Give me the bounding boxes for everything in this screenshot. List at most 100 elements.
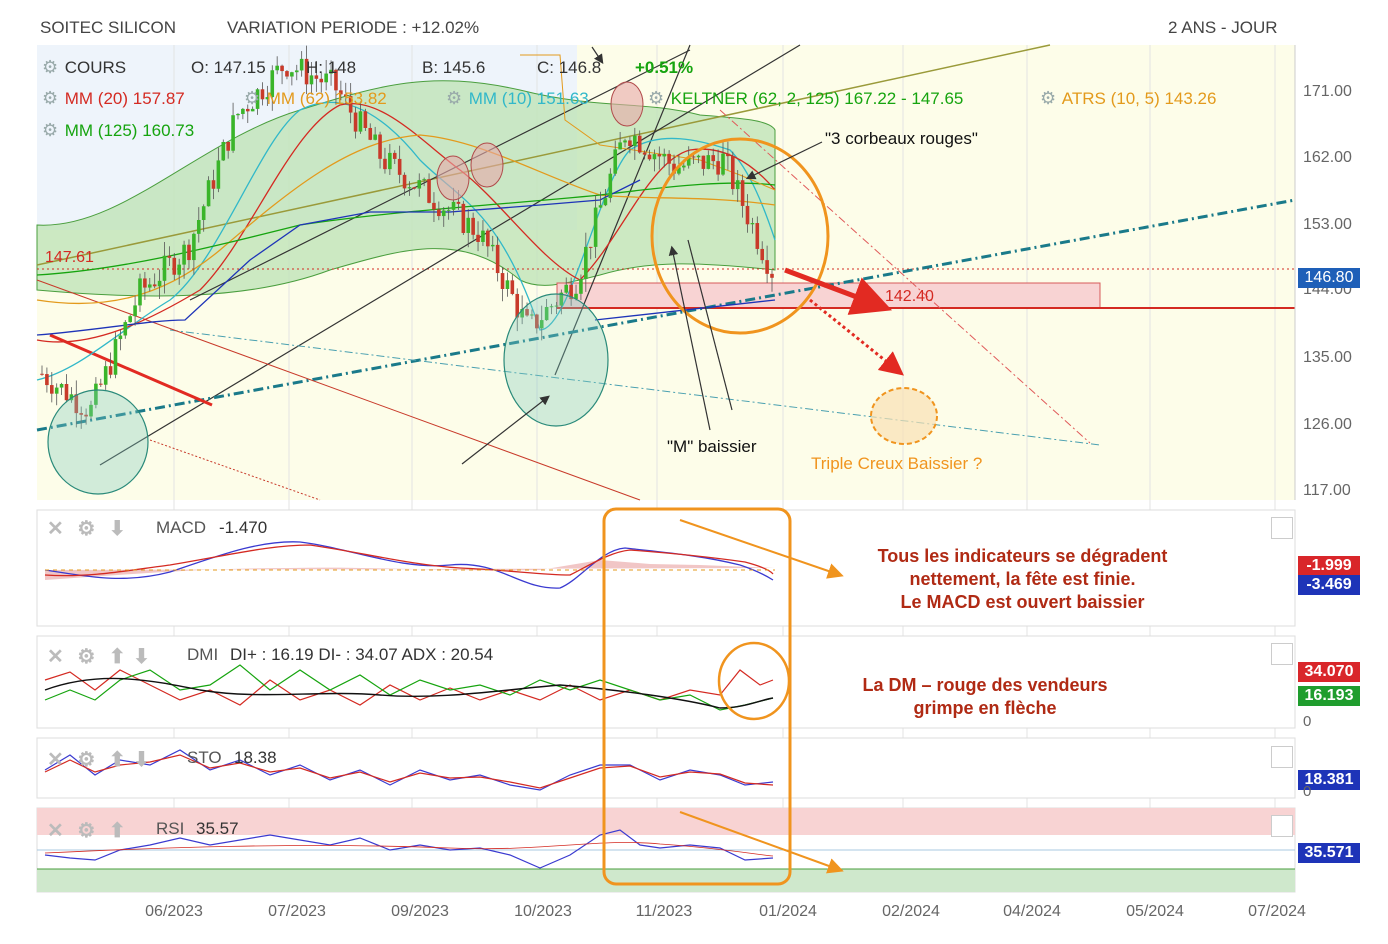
- legend-mm10[interactable]: ⚙ MM (10) 151.63: [446, 88, 589, 109]
- candle-up: [520, 309, 524, 318]
- candle-down: [353, 112, 358, 132]
- candle-down: [691, 156, 696, 158]
- candle-down: [476, 234, 480, 242]
- candle-up: [559, 292, 564, 306]
- rsi-controls[interactable]: ✕ ⚙ ⬆: [47, 818, 126, 843]
- close-icon[interactable]: ✕: [47, 518, 64, 540]
- candle-down: [726, 153, 730, 157]
- macd-controls[interactable]: ✕ ⚙ ⬇: [47, 516, 126, 541]
- legend-mm20[interactable]: ⚙ MM (20) 157.87: [42, 88, 185, 109]
- ma125-line: [36, 182, 776, 276]
- candle-down: [770, 273, 774, 278]
- candle-down: [84, 414, 88, 417]
- candle-down: [108, 366, 113, 375]
- candle-down: [40, 373, 44, 375]
- candle-up: [481, 230, 485, 242]
- candle-down: [760, 248, 765, 261]
- dmi-controls[interactable]: ✕ ⚙ ⬆ ⬇: [47, 644, 150, 669]
- rsi-label: RSI: [156, 819, 185, 838]
- high-value: H: 148: [306, 58, 357, 77]
- keltner-label: KELTNER (62, 2, 125) 167.22 - 147.65: [670, 89, 964, 108]
- candle-down: [515, 293, 520, 318]
- legend-atrs[interactable]: ⚙ ATRS (10, 5) 143.26: [1040, 88, 1216, 109]
- bear-dotted-arrow: [809, 298, 905, 376]
- legend-mm125[interactable]: ⚙ MM (125) 160.73: [42, 120, 194, 141]
- arrow-up-icon[interactable]: ⬆: [108, 646, 126, 668]
- candle-up: [192, 233, 196, 261]
- rsi-value: 35.57: [196, 819, 239, 838]
- arrow-down-icon[interactable]: ⬇: [108, 518, 126, 540]
- sto-checkbox[interactable]: [1271, 746, 1293, 768]
- dmi-checkbox[interactable]: [1271, 643, 1293, 665]
- gear-icon[interactable]: ⚙: [1040, 88, 1057, 108]
- close-icon[interactable]: ✕: [47, 820, 64, 842]
- candle-up: [358, 111, 363, 132]
- candle-up: [603, 198, 608, 206]
- candle-up: [441, 210, 446, 217]
- bounce-arrow: [461, 395, 550, 465]
- gear-icon[interactable]: ⚙: [77, 749, 96, 771]
- period-selector[interactable]: 2 ANS - JOUR: [1168, 18, 1278, 37]
- candle-down: [731, 156, 735, 190]
- sto-d-line: [44, 754, 774, 789]
- candle-up: [275, 65, 279, 71]
- legend-cours[interactable]: ⚙ COURS: [42, 57, 126, 78]
- x-tick: 01/2024: [759, 903, 817, 920]
- x-tick: 02/2024: [882, 903, 940, 920]
- candle-down: [187, 244, 191, 261]
- gear-icon[interactable]: ⚙: [77, 518, 96, 540]
- arrow-down-icon[interactable]: ⬇: [133, 749, 150, 771]
- gear-icon[interactable]: ⚙: [42, 120, 59, 140]
- candle-up: [446, 209, 451, 211]
- gear-icon[interactable]: ⚙: [42, 57, 59, 77]
- candle-down: [74, 394, 79, 414]
- legend-keltner[interactable]: ⚙ KELTNER (62, 2, 125) 167.22 - 147.65: [648, 88, 963, 109]
- arrow-down-icon[interactable]: ⬇: [133, 646, 150, 668]
- candle-down: [667, 153, 671, 164]
- dmi-value: DI+ : 16.19 DI- : 34.07 ADX : 20.54: [230, 645, 494, 664]
- candle-up: [417, 180, 422, 189]
- period-variation: VARIATION PERIODE : +12.02%: [227, 18, 480, 37]
- dm-annotation: La DM – rouge des vendeurs grimpe en flè…: [862, 675, 1108, 718]
- candle-down: [226, 141, 230, 151]
- candle-down: [143, 278, 147, 288]
- candle-up: [89, 404, 93, 417]
- candle-up: [59, 384, 64, 388]
- mm20-label: MM (20) 157.87: [64, 89, 185, 108]
- x-tick: 07/2023: [268, 903, 326, 920]
- candle-down: [755, 223, 760, 249]
- level-147-label: 147.61: [45, 249, 94, 266]
- ma62-line: [36, 134, 776, 305]
- candle-up: [270, 70, 275, 98]
- arrow-up-icon[interactable]: ⬆: [108, 749, 126, 771]
- triple-creux-circle: [870, 387, 938, 445]
- gear-icon[interactable]: ⚙: [77, 646, 96, 668]
- dmi-plus-line: [44, 664, 774, 711]
- atrs-label: ATRS (10, 5) 143.26: [1061, 89, 1217, 108]
- price-tick: 162.00: [1303, 149, 1352, 166]
- gear-icon[interactable]: ⚙: [648, 88, 665, 108]
- macd-checkbox[interactable]: [1271, 517, 1293, 539]
- candle-down: [647, 154, 652, 160]
- legend-mm62[interactable]: ⚙ MM (62) 153.82: [244, 88, 387, 109]
- gear-icon[interactable]: ⚙: [244, 88, 261, 108]
- red-dashdot-down: [719, 109, 1091, 444]
- candle-up: [608, 173, 613, 199]
- candle-down: [368, 127, 373, 140]
- gear-icon[interactable]: ⚙: [77, 820, 96, 842]
- close-icon[interactable]: ✕: [47, 646, 64, 668]
- low-circle-2: [503, 293, 609, 427]
- rsi-checkbox[interactable]: [1271, 815, 1293, 837]
- candle-down: [79, 413, 83, 415]
- gear-icon[interactable]: ⚙: [42, 88, 59, 108]
- arrow-up-icon[interactable]: ⬆: [108, 820, 126, 842]
- candle-down: [245, 108, 250, 112]
- orange-circle: [650, 137, 830, 335]
- rsi-line: [44, 829, 774, 869]
- candle-up: [157, 280, 162, 287]
- candle-down: [412, 187, 417, 189]
- gear-icon[interactable]: ⚙: [446, 88, 463, 108]
- sto-controls[interactable]: ✕ ⚙ ⬆ ⬇: [47, 747, 150, 772]
- close-icon[interactable]: ✕: [47, 749, 64, 771]
